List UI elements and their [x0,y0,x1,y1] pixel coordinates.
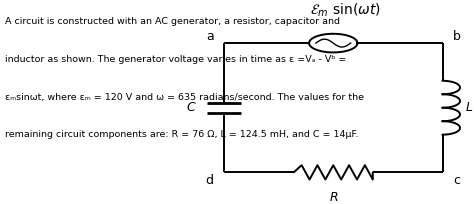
Text: b: b [453,30,461,43]
Text: A circuit is constructed with an AC generator, a resistor, capacitor and: A circuit is constructed with an AC gene… [5,17,340,26]
Text: inductor as shown. The generator voltage varies in time as ε =Vₐ - Vᵇ =: inductor as shown. The generator voltage… [5,55,346,64]
Text: $L$: $L$ [465,101,473,114]
Text: εₘsinωt, where εₘ = 120 V and ω = 635 radians/second. The values for the: εₘsinωt, where εₘ = 120 V and ω = 635 ra… [5,92,365,101]
Text: $C$: $C$ [186,101,197,114]
Text: $\mathcal{E}_m\ \sin(\omega t)$: $\mathcal{E}_m\ \sin(\omega t)$ [310,2,380,19]
Text: $R$: $R$ [328,190,338,203]
Text: c: c [453,173,460,186]
Text: a: a [206,30,214,43]
Text: d: d [206,173,214,186]
Text: remaining circuit components are: R = 76 Ω, L = 124.5 mH, and C = 14μF.: remaining circuit components are: R = 76… [5,130,359,139]
